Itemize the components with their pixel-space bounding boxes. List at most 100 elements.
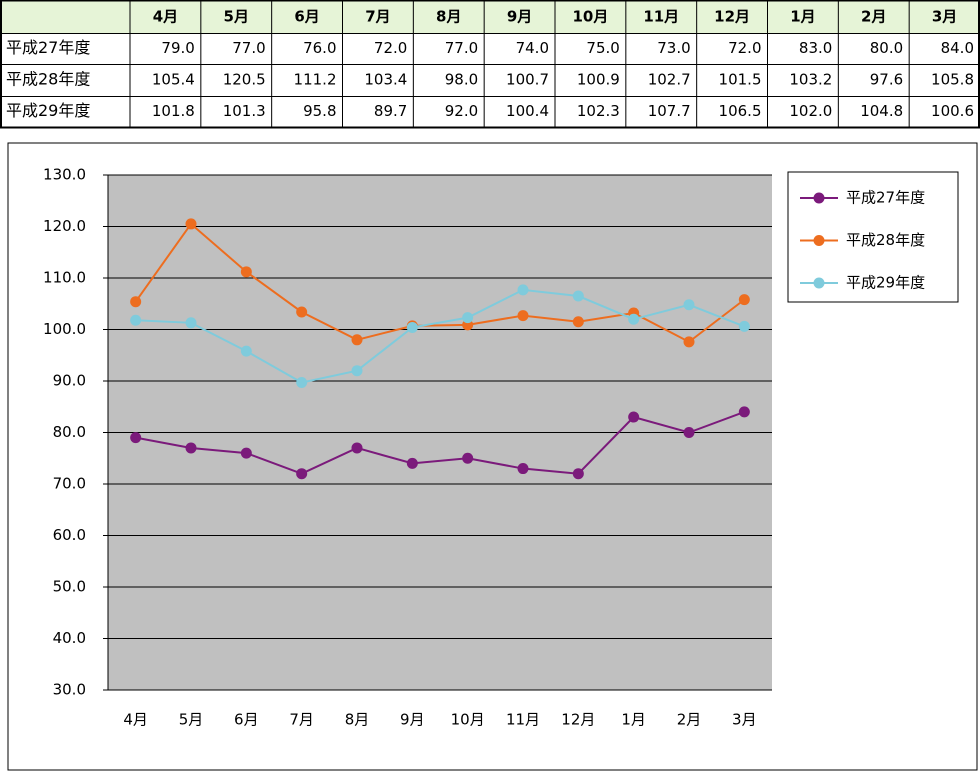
table-cell: 100.4: [506, 102, 549, 120]
table-cell: 77.0: [445, 39, 478, 57]
table-cell: 74.0: [516, 39, 549, 57]
y-tick-label: 60.0: [53, 526, 86, 544]
data-point: [351, 334, 363, 346]
data-point: [351, 365, 363, 377]
table-cell: 111.2: [294, 71, 337, 89]
legend-label: 平成29年度: [846, 274, 925, 292]
data-point: [185, 442, 197, 454]
table-cell: 73.0: [657, 39, 690, 57]
table-cell: 105.4: [152, 71, 195, 89]
y-tick-label: 100.0: [43, 320, 86, 338]
data-point: [572, 468, 584, 480]
table-header: 12月: [714, 8, 750, 26]
data-point: [130, 314, 142, 326]
series-line: [135, 410, 745, 475]
x-tick-label: 1月: [621, 711, 646, 729]
table-cell: 92.0: [445, 102, 478, 120]
table-row-label: 平成29年度: [6, 101, 90, 120]
table-cell: 100.7: [506, 71, 549, 89]
x-tick-label: 9月: [400, 711, 425, 729]
x-tick-label: 5月: [179, 711, 204, 729]
data-point: [130, 432, 142, 444]
legend-marker: [813, 277, 825, 289]
y-tick-label: 40.0: [53, 629, 86, 647]
x-tick-label: 12月: [561, 711, 595, 729]
table-cell: 100.6: [931, 102, 974, 120]
table-cell: 95.8: [303, 102, 336, 120]
y-tick-label: 80.0: [53, 423, 86, 441]
x-tick-label: 6月: [234, 711, 259, 729]
data-point: [683, 427, 695, 438]
data-point: [517, 284, 529, 296]
data-point: [572, 316, 584, 328]
x-tick-label: 11月: [506, 711, 540, 729]
data-point: [683, 336, 695, 348]
table-header: 6月: [294, 8, 319, 26]
table-header: 8月: [436, 8, 461, 26]
table-cell: 83.0: [799, 39, 832, 57]
data-point: [240, 447, 252, 459]
data-point: [296, 377, 308, 389]
table-cell: 103.2: [789, 71, 832, 89]
table-cell: 84.0: [941, 39, 974, 57]
data-point: [572, 290, 584, 302]
table-cell: 102.7: [648, 71, 691, 89]
table-row-label: 平成27年度: [6, 38, 90, 57]
legend-marker: [813, 192, 825, 204]
table-cell: 101.5: [719, 71, 762, 89]
table-cell: 97.6: [870, 71, 903, 89]
y-tick-label: 70.0: [53, 475, 86, 493]
table-header: 1月: [790, 8, 815, 26]
y-tick-label: 130.0: [43, 166, 86, 184]
data-point: [296, 468, 308, 480]
table-row-label: 平成28年度: [6, 70, 90, 89]
table-header-bg: [1, 1, 979, 33]
table-header: 3月: [932, 8, 957, 26]
table-header: 4月: [153, 8, 178, 26]
data-point: [240, 266, 252, 278]
table-cell: 76.0: [303, 39, 336, 57]
data-point: [240, 345, 252, 357]
data-point: [406, 321, 418, 333]
table-header: 10月: [572, 8, 608, 26]
data-point: [738, 294, 750, 306]
table-cell: 79.0: [161, 39, 194, 57]
data-point: [628, 411, 640, 423]
table-cell: 103.4: [364, 71, 407, 89]
table-header: 7月: [365, 8, 390, 26]
data-point: [296, 306, 308, 318]
legend-label: 平成28年度: [846, 231, 925, 249]
data-point: [738, 406, 750, 418]
table-cell: 72.0: [374, 39, 407, 57]
table-cell: 98.0: [445, 71, 478, 89]
data-point: [517, 310, 529, 322]
table-cell: 107.7: [648, 102, 691, 120]
table-cell: 101.3: [223, 102, 266, 120]
data-point: [185, 218, 197, 230]
x-tick-label: 7月: [289, 711, 314, 729]
series-line: [135, 288, 745, 384]
x-tick-label: 10月: [451, 711, 485, 729]
table-cell: 80.0: [870, 39, 903, 57]
data-point: [130, 296, 142, 308]
data-point: [517, 463, 529, 475]
table-cell: 89.7: [374, 102, 407, 120]
y-tick-label: 110.0: [43, 269, 86, 287]
table-cell: 102.0: [789, 102, 832, 120]
data-point: [462, 452, 474, 464]
table-header: 9月: [507, 8, 532, 26]
data-point: [462, 312, 474, 324]
table-cell: 77.0: [232, 39, 265, 57]
table-cell: 105.8: [931, 71, 974, 89]
y-tick-label: 30.0: [53, 681, 86, 699]
table-cell: 100.9: [577, 71, 620, 89]
data-point: [185, 317, 197, 329]
x-tick-label: 3月: [732, 711, 757, 729]
table-header: 2月: [861, 8, 886, 26]
legend-label: 平成27年度: [846, 189, 925, 207]
table-cell: 120.5: [223, 71, 266, 89]
legend-marker: [813, 235, 825, 246]
table-cell: 102.3: [577, 102, 620, 120]
table-cell: 104.8: [860, 102, 903, 120]
